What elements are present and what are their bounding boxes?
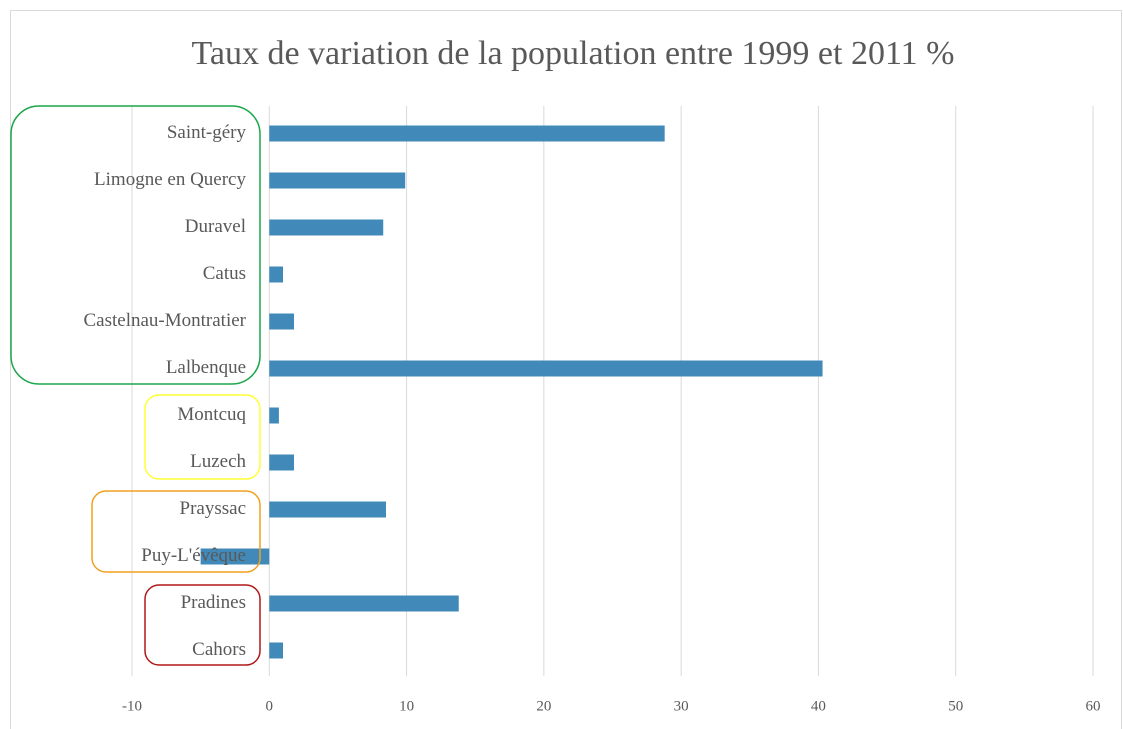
bar xyxy=(269,595,459,612)
group-outline xyxy=(10,105,261,385)
y-tick-label: Castelnau-Montratier xyxy=(83,310,246,331)
bar xyxy=(269,125,665,142)
x-tick-label: 60 xyxy=(1086,698,1101,714)
y-tick-label: Puy-L'évêque xyxy=(141,545,246,566)
bars xyxy=(200,125,823,659)
y-tick-label: Montcuq xyxy=(177,404,246,425)
grid xyxy=(131,106,1094,676)
bar xyxy=(269,501,386,518)
bar xyxy=(200,548,270,565)
y-tick-label: Duravel xyxy=(185,216,246,237)
y-tick-label: Lalbenque xyxy=(166,357,246,378)
x-tick-label: 10 xyxy=(399,698,414,714)
group-outline xyxy=(144,584,261,666)
bar xyxy=(269,407,279,424)
x-tick-label: -10 xyxy=(122,698,142,714)
group-outline xyxy=(144,394,261,480)
labels: -10 0 10 20 30 40 50 60 Saint-géry Limogne en Que… xyxy=(83,122,1100,715)
chart-border xyxy=(10,10,1122,729)
group-outline xyxy=(91,490,261,573)
bar xyxy=(269,219,384,236)
y-tick-label: Limogne en Quercy xyxy=(94,169,246,190)
y-tick-label: Pradines xyxy=(181,592,246,613)
chart-title: Taux de variation de la population entre… xyxy=(191,35,954,72)
x-tick-label: 0 xyxy=(266,698,274,714)
bar xyxy=(269,313,294,330)
y-tick-label: Luzech xyxy=(190,451,246,472)
x-tick-label: 40 xyxy=(811,698,826,714)
y-tick-label: Cahors xyxy=(192,639,246,660)
y-tick-label: Saint-géry xyxy=(167,122,247,143)
bar xyxy=(269,360,823,377)
bar xyxy=(269,172,406,189)
bar xyxy=(269,266,284,283)
x-tick-label: 50 xyxy=(948,698,963,714)
bar xyxy=(269,642,284,659)
y-tick-label: Prayssac xyxy=(180,498,246,519)
bar xyxy=(269,454,294,471)
x-tick-label: 30 xyxy=(674,698,689,714)
x-tick-label: 20 xyxy=(536,698,551,714)
y-tick-label: Catus xyxy=(203,263,246,284)
